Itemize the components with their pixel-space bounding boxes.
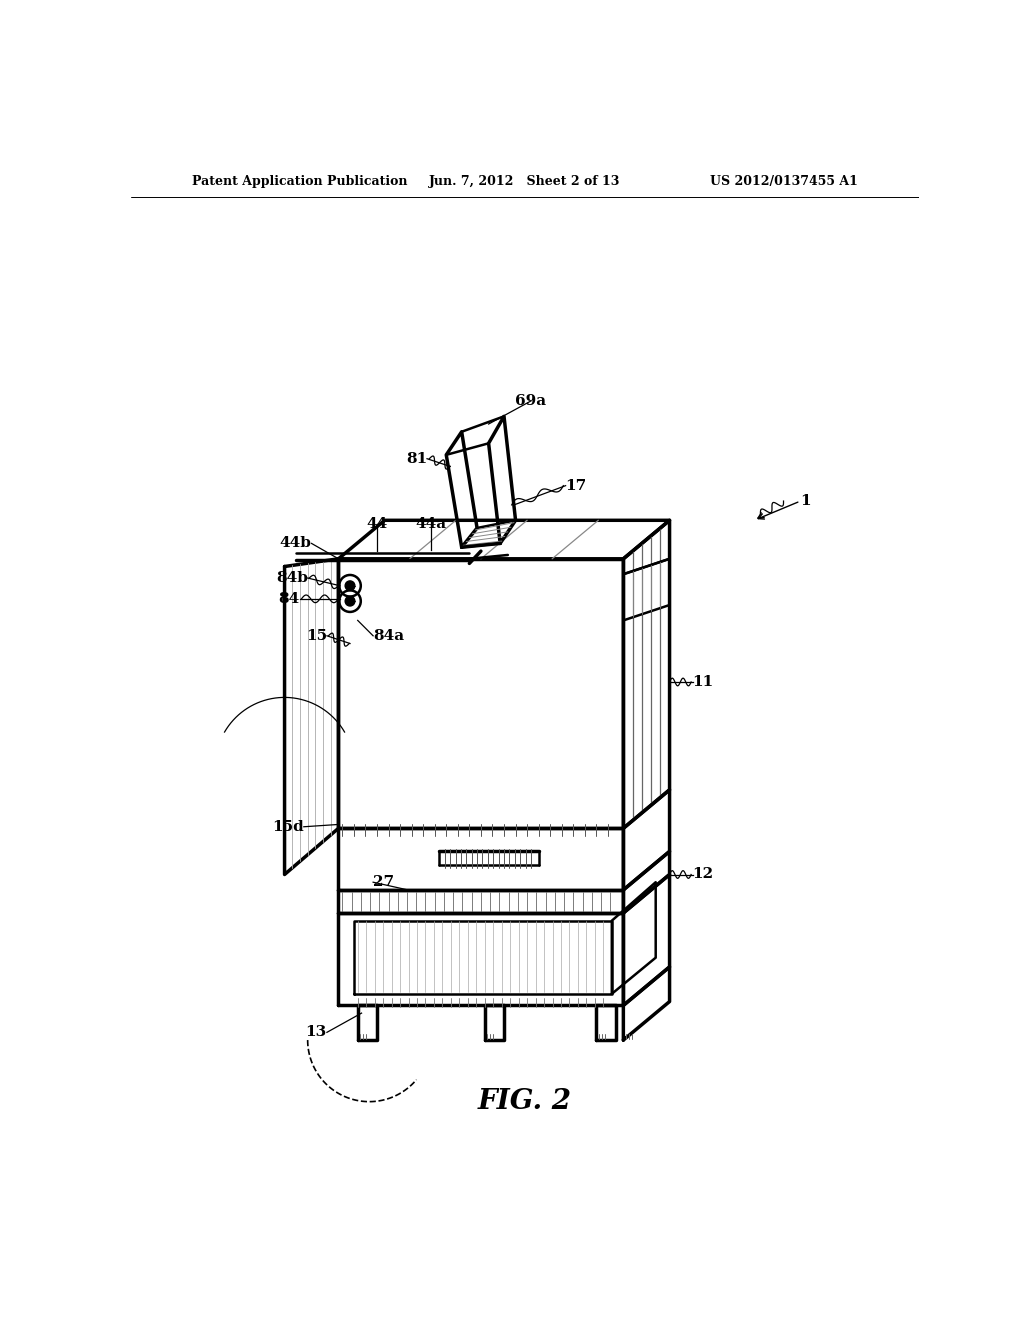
Text: Patent Application Publication: Patent Application Publication: [193, 176, 408, 187]
Text: 17: 17: [565, 479, 587, 492]
Text: 84a: 84a: [373, 628, 404, 643]
Text: US 2012/0137455 A1: US 2012/0137455 A1: [710, 176, 857, 187]
Text: 69a: 69a: [515, 393, 547, 408]
Text: 44a: 44a: [416, 517, 446, 531]
Text: 15d: 15d: [272, 820, 304, 834]
Text: 13: 13: [305, 1026, 327, 1039]
Text: Jun. 7, 2012   Sheet 2 of 13: Jun. 7, 2012 Sheet 2 of 13: [429, 176, 621, 187]
Text: 12: 12: [692, 867, 714, 882]
Circle shape: [345, 597, 355, 606]
Text: 1: 1: [801, 494, 811, 508]
Text: 44: 44: [367, 517, 388, 531]
Text: 84b: 84b: [275, 572, 307, 585]
Text: 11: 11: [692, 675, 714, 689]
Text: 84: 84: [279, 591, 300, 606]
Text: FIG. 2: FIG. 2: [478, 1088, 571, 1115]
Text: 27: 27: [373, 875, 394, 890]
Text: 15: 15: [306, 628, 327, 643]
Circle shape: [345, 581, 355, 590]
Text: 44b: 44b: [280, 536, 311, 550]
Text: 81: 81: [406, 451, 427, 466]
